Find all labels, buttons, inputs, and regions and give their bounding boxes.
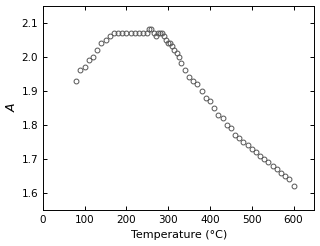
X-axis label: Temperature (°C): Temperature (°C) [131, 231, 227, 240]
Y-axis label: A: A [5, 104, 19, 112]
